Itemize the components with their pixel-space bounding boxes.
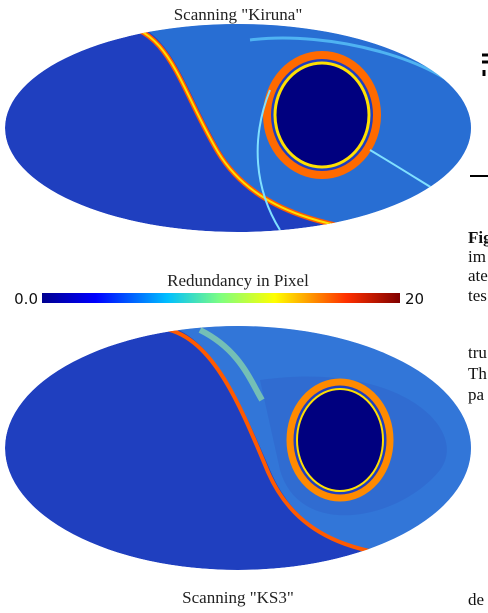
text-fragment: pa xyxy=(468,385,485,404)
cut-figure-mark xyxy=(482,53,488,76)
text-fragment: Th xyxy=(468,364,487,383)
colorbar xyxy=(42,293,400,303)
text-fragment: tes xyxy=(468,286,487,305)
text-fragment: Fig xyxy=(468,228,488,247)
sky-map xyxy=(5,326,471,570)
text-fragment: ate xyxy=(468,266,488,285)
colorbar-min: 0.0 xyxy=(14,290,38,308)
text-fragment: im xyxy=(468,247,486,266)
text-fragment: de xyxy=(468,590,484,609)
colorbar-title: Redundancy in Pixel xyxy=(167,271,309,290)
cut-figure xyxy=(472,0,488,175)
sky-map xyxy=(5,24,471,232)
text-fragment: tru xyxy=(468,343,487,362)
colorbar-max: 20 xyxy=(405,290,424,308)
map-caption: Scanning "Kiruna" xyxy=(174,5,303,24)
map-caption: Scanning "KS3" xyxy=(182,588,294,607)
